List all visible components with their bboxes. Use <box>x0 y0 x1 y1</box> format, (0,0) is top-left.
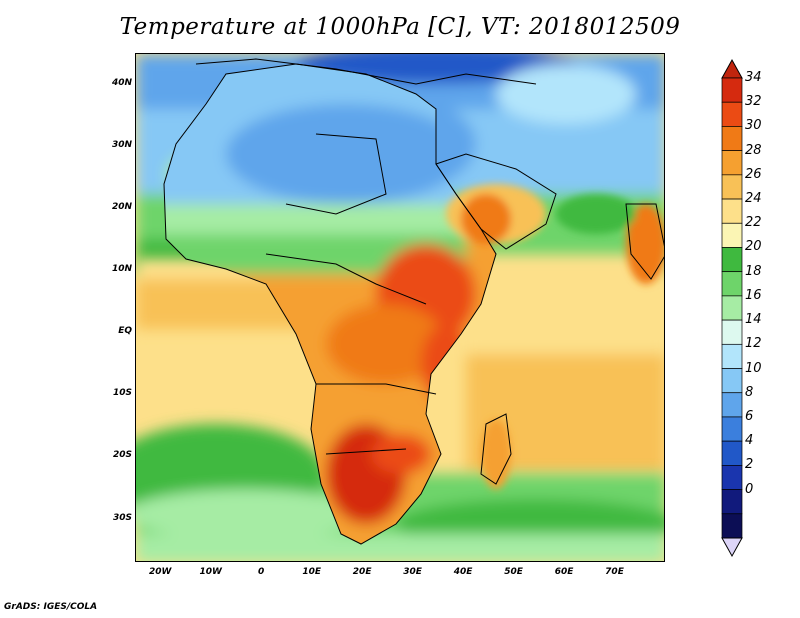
arabia-india-warm <box>446 184 664 489</box>
lon-tick-label: 20W <box>149 567 172 577</box>
colorbar-tick-label: 2 <box>745 457 754 473</box>
lat-tick-label: EQ <box>118 326 132 337</box>
colorbar-tick-label: 4 <box>745 433 754 449</box>
colorbar-segment <box>721 489 743 515</box>
lon-tick-label: 30E <box>403 567 422 577</box>
colorbar-segment <box>721 416 743 442</box>
colorbar <box>721 58 743 558</box>
colorbar-segment <box>721 174 743 200</box>
colorbar-segment <box>721 465 743 490</box>
lat-tick-label: 40N <box>111 78 132 89</box>
colorbar-segment <box>721 222 743 248</box>
colorbar-segment <box>721 198 743 224</box>
colorbar-segment <box>721 513 743 539</box>
colorbar-segment <box>721 247 743 273</box>
lon-tick-label: 50E <box>504 567 523 577</box>
colorbar-tick-label: 30 <box>745 118 762 134</box>
lon-tick-label: 60E <box>554 567 574 577</box>
colorbar-tick-label: 12 <box>745 336 762 352</box>
credit-text: GrADS: IGES/COLA <box>4 602 98 612</box>
colorbar-tick-label: 14 <box>745 312 762 328</box>
colorbar-segment <box>721 101 743 127</box>
colorbar-segment <box>721 295 743 321</box>
colorbar-segment <box>721 126 743 151</box>
colorbar-tick-label: 16 <box>745 287 762 303</box>
lon-tick-label: 40E <box>453 567 473 577</box>
lon-tick-label: 10E <box>302 567 321 577</box>
colorbar-segment <box>721 392 743 418</box>
colorbar-segment <box>721 319 743 345</box>
colorbar-tick-label: 22 <box>745 215 762 231</box>
map-title: Temperature at 1000hPa [C], VT: 20180125… <box>119 14 681 40</box>
lon-tick-label: 70E <box>605 567 624 577</box>
colorbar-tick-label: 24 <box>745 191 762 207</box>
coastlines <box>163 58 664 545</box>
colorbar-segment <box>721 343 743 369</box>
colorbar-segment <box>721 77 743 103</box>
colorbar-over-triangle <box>721 58 743 79</box>
colorbar-segment <box>721 271 743 297</box>
lon-tick-label: 10W <box>199 567 222 577</box>
lat-tick-label: 30S <box>112 512 132 523</box>
colorbar-tick-label: 0 <box>745 481 754 497</box>
colorbar-tick-label: 34 <box>745 70 762 85</box>
colorbar-tick-label: 10 <box>745 360 762 376</box>
lat-tick-label: 20N <box>111 202 132 213</box>
temperature-map <box>135 53 665 562</box>
lat-tick-label: 20S <box>112 450 132 461</box>
colorbar-segment <box>721 368 743 394</box>
lat-tick-label: 10N <box>111 264 132 275</box>
lon-tick-label: 0 <box>258 567 265 577</box>
colorbar-tick-label: 8 <box>745 384 754 400</box>
lon-tick-label: 20E <box>352 567 372 577</box>
colorbar-tick-label: 6 <box>745 408 754 424</box>
colorbar-tick-label: 18 <box>745 263 762 279</box>
colorbar-segment <box>721 440 743 466</box>
colorbar-tick-label: 26 <box>745 166 762 182</box>
colorbar-segment <box>721 150 743 176</box>
lat-tick-label: 30N <box>111 140 132 151</box>
colorbar-tick-label: 20 <box>745 239 762 255</box>
map-canvas <box>136 54 664 561</box>
colorbar-under-triangle <box>721 537 743 558</box>
colorbar-tick-label: 28 <box>745 142 762 158</box>
colorbar-tick-label: 32 <box>745 94 762 110</box>
lat-tick-label: 10S <box>112 388 132 399</box>
